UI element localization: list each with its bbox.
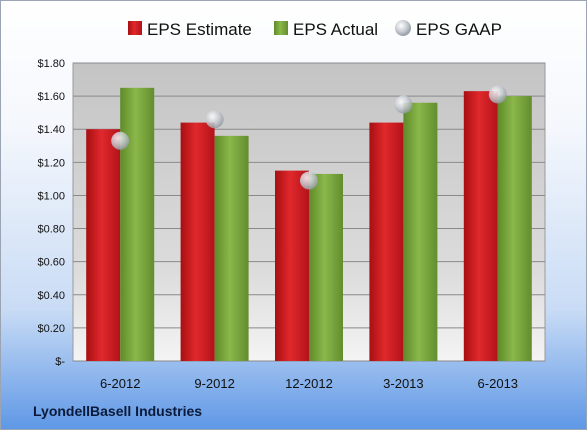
y-tick-label: $1.40 <box>37 124 65 136</box>
y-axis-ticks: $- $0.20 $0.40 $0.60 $0.80 $1.00 $1.20 $1.40 $1.… <box>37 58 65 368</box>
y-tick-label: $1.00 <box>37 190 65 202</box>
bar-estimate <box>86 129 121 361</box>
point-gaap <box>205 110 224 129</box>
bar-actual <box>309 173 343 361</box>
bar-estimate <box>275 170 309 361</box>
x-tick-label: 9-2012 <box>194 376 234 391</box>
legend-entry-gaap: EPS GAAP <box>395 20 502 39</box>
legend-entry-estimate: EPS Estimate <box>128 20 252 39</box>
x-tick-label: 3-2013 <box>383 376 423 391</box>
point-gaap <box>488 85 507 104</box>
legend-label-actual: EPS Actual <box>293 20 378 39</box>
y-tick-label: $0.60 <box>37 257 65 269</box>
legend-entry-actual: EPS Actual <box>274 20 378 39</box>
legend-label-estimate: EPS Estimate <box>147 20 252 39</box>
gaap-points <box>111 85 507 190</box>
bar-actual <box>120 87 155 361</box>
legend-label-gaap: EPS GAAP <box>416 20 502 39</box>
bar-actual <box>497 96 532 361</box>
y-tick-label: $0.40 <box>37 290 65 302</box>
y-tick-label: $1.20 <box>37 157 65 169</box>
y-tick-label: $0.20 <box>37 323 65 335</box>
y-tick-label: $1.60 <box>37 91 65 103</box>
legend-swatch-gaap <box>395 20 411 36</box>
x-tick-label: 6-2013 <box>478 376 518 391</box>
y-tick-label: $- <box>55 356 65 368</box>
bar-estimate <box>369 122 404 361</box>
bar-estimate <box>463 91 498 362</box>
bars <box>86 87 532 362</box>
legend: EPS Estimate EPS Actual EPS GAAP <box>128 20 502 39</box>
x-tick-label: 6-2012 <box>100 376 140 391</box>
point-gaap <box>300 171 318 190</box>
company-name: LyondellBasell Industries <box>33 403 203 419</box>
y-tick-label: $0.80 <box>37 224 65 236</box>
x-tick-label: 12-2012 <box>285 376 333 391</box>
point-gaap <box>111 131 130 150</box>
x-axis-labels: 6-2012 9-2012 12-2012 3-2013 6-2013 <box>100 376 518 391</box>
legend-swatch-actual <box>274 21 288 35</box>
bar-estimate <box>180 122 215 361</box>
bar-actual <box>214 135 249 361</box>
bar-actual <box>403 102 438 361</box>
point-gaap <box>394 95 413 114</box>
legend-swatch-estimate <box>128 21 142 35</box>
y-tick-label: $1.80 <box>37 58 65 70</box>
